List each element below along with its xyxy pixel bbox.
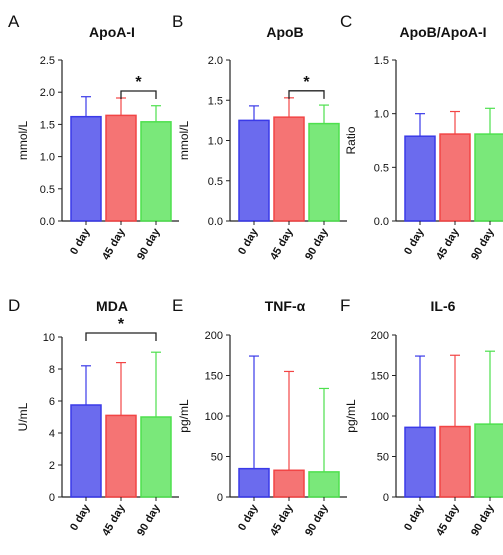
x-tick-label: 45 day [434,226,462,262]
y-tick-label: 0.0 [374,216,389,228]
bar [238,119,270,222]
x-tick-label: 90 day [303,502,331,538]
y-tick-label: 4 [49,428,55,440]
y-tick-label: 50 [377,452,389,464]
y-axis-label: mmol/L [177,121,191,161]
significance-marker: * [135,74,142,91]
bar [404,426,436,498]
y-tick-label: 1.5 [374,55,389,67]
y-tick-label: 0.0 [208,216,223,228]
bar [404,135,436,222]
x-tick-label: 0 day [68,502,93,533]
bar [308,471,340,498]
y-axis-label: U/mL [16,402,30,431]
bar [474,133,503,222]
x-tick-label: 45 day [434,502,462,538]
x-tick-label: 0 day [402,502,427,533]
chart-title: ApoB [266,24,303,40]
y-tick-label: 0.5 [208,176,223,188]
significance-bracket [85,332,157,341]
y-tick-label: 0 [217,492,223,504]
y-axis-label: mmol/L [16,121,30,161]
x-tick-label: 45 day [268,502,296,538]
panel-label: A [8,12,20,31]
x-tick-label: 45 day [100,502,128,538]
y-tick-label: 2.0 [40,87,55,99]
y-tick-label: 150 [205,371,223,383]
y-tick-label: 0 [383,492,389,504]
x-tick-label: 90 day [135,226,163,262]
x-tick-label: 90 day [469,226,497,262]
y-tick-label: 150 [371,371,389,383]
x-tick-label: 0 day [236,502,261,533]
y-axis-label: pg/mL [344,399,358,433]
bar [140,121,172,222]
x-tick-label: 45 day [100,226,128,262]
panel-label: D [8,296,20,315]
y-axis-label: Ratio [344,126,358,154]
bar [140,416,172,498]
bar [439,425,471,498]
bar [70,115,102,222]
y-tick-label: 1.5 [208,95,223,107]
bar [474,423,503,498]
panel-label: C [340,12,352,31]
y-tick-label: 6 [49,396,55,408]
bar [273,116,305,222]
chart-title: TNF-α [265,298,306,314]
y-tick-label: 50 [211,452,223,464]
x-tick-label: 90 day [303,226,331,262]
x-tick-label: 0 day [68,226,93,257]
y-tick-label: 2.0 [208,55,223,67]
y-tick-label: 200 [205,330,223,342]
x-tick-label: 90 day [135,502,163,538]
chart-title: ApoA-I [89,24,135,40]
y-tick-label: 2 [49,460,55,472]
y-tick-label: 2.5 [40,55,55,67]
significance-marker: * [303,74,310,91]
y-tick-label: 1.5 [40,119,55,131]
x-tick-label: 90 day [469,502,497,538]
bar [70,404,102,498]
chart-title: IL-6 [431,298,456,314]
y-tick-label: 0.5 [374,162,389,174]
y-tick-label: 0.0 [40,216,55,228]
bar [238,467,270,498]
bar [105,414,137,498]
significance-marker: * [118,316,125,333]
y-tick-label: 100 [205,411,223,423]
chart-title: ApoB/ApoA-I [399,24,486,40]
y-tick-label: 0 [49,492,55,504]
significance-bracket [120,90,157,99]
y-tick-label: 1.0 [40,152,55,164]
y-tick-label: 0.5 [40,184,55,196]
panel-label: E [172,296,183,315]
y-tick-label: 200 [371,330,389,342]
bar [273,469,305,498]
y-tick-label: 10 [43,332,55,344]
x-tick-label: 0 day [236,226,261,257]
panel-label: B [172,12,183,31]
y-tick-label: 100 [371,411,389,423]
y-tick-label: 8 [49,364,55,376]
bar [439,133,471,222]
x-tick-label: 45 day [268,226,296,262]
y-axis-label: pg/mL [177,399,191,433]
chart-title: MDA [96,298,128,314]
y-tick-label: 1.0 [374,109,389,121]
y-tick-label: 1.0 [208,136,223,148]
bar [105,114,137,222]
significance-bracket [288,90,325,99]
panel-label: F [340,296,350,315]
bar [308,122,340,222]
x-tick-label: 0 day [402,226,427,257]
